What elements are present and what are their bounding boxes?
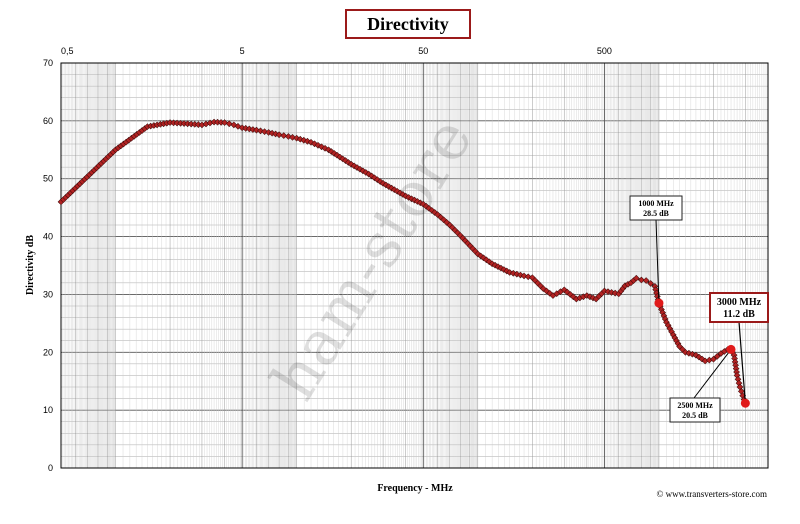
y-tick-label: 60 xyxy=(43,116,53,126)
data-point xyxy=(713,353,721,360)
data-point xyxy=(275,131,283,139)
y-tick-label: 40 xyxy=(43,232,53,242)
x-axis-label: Frequency - MHz xyxy=(377,483,453,494)
chart-title: Directivity xyxy=(345,9,471,39)
highlight-point xyxy=(654,298,664,308)
callout-freq: 3000 MHz xyxy=(717,297,762,308)
callout-freq: 1000 MHz xyxy=(638,199,674,208)
y-tick-label: 10 xyxy=(43,405,53,415)
data-point xyxy=(280,132,288,139)
callout-leader xyxy=(738,321,746,404)
y-tick-label: 0 xyxy=(48,463,53,473)
callout-value: 20.5 dB xyxy=(682,411,708,420)
x-axis-ticks: 0,5 5 50 500 xyxy=(61,46,612,56)
callout-leader xyxy=(655,219,660,304)
y-tick-label: 50 xyxy=(43,174,53,184)
data-point xyxy=(638,276,645,284)
y-tick-label: 30 xyxy=(43,289,53,299)
data-point xyxy=(647,280,654,287)
x-tick-label: 5 xyxy=(240,46,245,56)
data-point xyxy=(225,120,233,128)
callout-box xyxy=(629,195,683,221)
x-tick-label: 500 xyxy=(597,46,612,56)
callout-freq: 2500 MHz xyxy=(677,401,713,410)
data-point xyxy=(642,277,650,284)
data-point xyxy=(221,119,228,126)
y-tick-label: 20 xyxy=(43,347,53,357)
y-tick-label: 70 xyxy=(43,58,53,68)
x-tick-label: 0,5 xyxy=(61,46,74,56)
callout-value: 28.5 dB xyxy=(643,209,669,218)
callout-leader xyxy=(693,349,732,399)
callout-value: 11.2 dB xyxy=(723,309,755,320)
data-point xyxy=(710,355,717,363)
series-group xyxy=(57,118,749,407)
highlight-point xyxy=(726,344,736,354)
callout-box xyxy=(709,292,769,323)
credit-text: © www.transverters-store.com xyxy=(657,489,767,499)
y-axis-label: Directivity dB xyxy=(25,235,36,295)
x-tick-label: 50 xyxy=(418,46,428,56)
callout-box xyxy=(669,397,721,423)
y-axis-ticks: 0 10 20 30 40 50 60 70 xyxy=(43,58,53,473)
highlight-point xyxy=(740,398,750,408)
data-point xyxy=(632,274,640,282)
plot-frame xyxy=(60,62,769,469)
